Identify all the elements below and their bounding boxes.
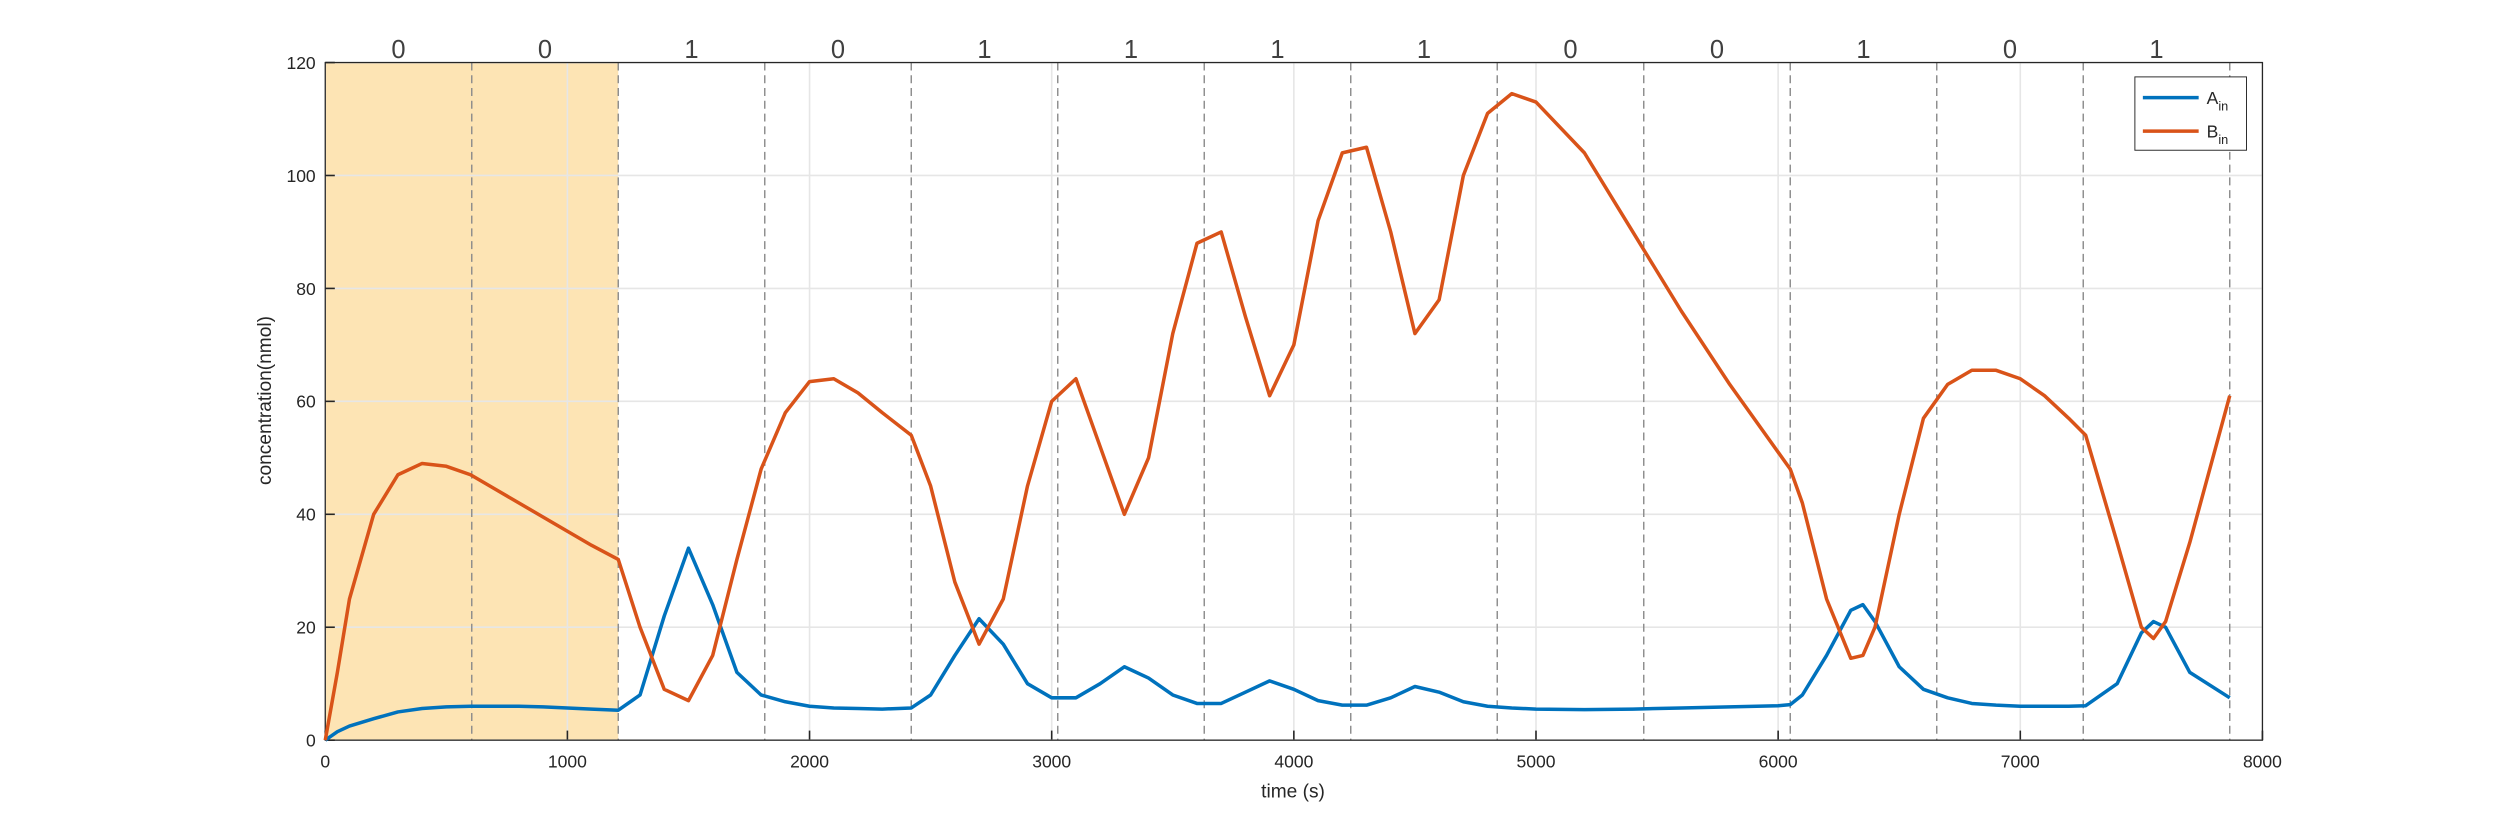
y-tick-label: 80 [296, 279, 316, 299]
bit-label: 0 [538, 36, 552, 64]
bit-label: 0 [391, 36, 405, 64]
x-tick-label: 5000 [1517, 751, 1556, 771]
bit-label: 1 [1856, 36, 1870, 64]
y-axis-label: concentration(nmol) [255, 316, 276, 485]
x-tick-label: 1000 [548, 751, 587, 771]
x-tick-label: 3000 [1032, 751, 1071, 771]
y-tick-label: 20 [296, 618, 316, 638]
x-tick-label: 6000 [1759, 751, 1798, 771]
legend-box [2134, 76, 2247, 151]
y-tick-label: 120 [286, 53, 315, 73]
x-tick-label: 7000 [2001, 751, 2040, 771]
bit-label: 0 [1563, 36, 1577, 64]
bit-label: 0 [831, 36, 845, 64]
x-tick-label: 8000 [2243, 751, 2282, 771]
x-axis-label: time (s) [1261, 782, 1325, 803]
bit-label: 1 [684, 36, 698, 64]
legend-label: Ain [2207, 88, 2229, 113]
bit-label: 0 [2003, 36, 2017, 64]
y-tick-label: 60 [296, 392, 316, 412]
data-line [324, 546, 2231, 742]
y-tick-label: 100 [286, 166, 315, 186]
bit-label: 1 [2149, 36, 2163, 64]
bit-label: 1 [1124, 36, 1138, 64]
bit-label: 0 [1710, 36, 1724, 64]
x-tick-label: 2000 [790, 751, 829, 771]
x-tick-label: 0 [320, 751, 330, 771]
bit-label: 1 [977, 36, 991, 64]
axes-box [324, 61, 2264, 741]
legend-label: Bin [2207, 121, 2229, 146]
y-tick-label: 0 [306, 731, 316, 751]
bit-label: 1 [1270, 36, 1284, 64]
bit-label: 1 [1417, 36, 1431, 64]
x-tick-label: 4000 [1274, 751, 1313, 771]
data-line [323, 91, 2232, 741]
y-tick-label: 40 [296, 505, 316, 525]
